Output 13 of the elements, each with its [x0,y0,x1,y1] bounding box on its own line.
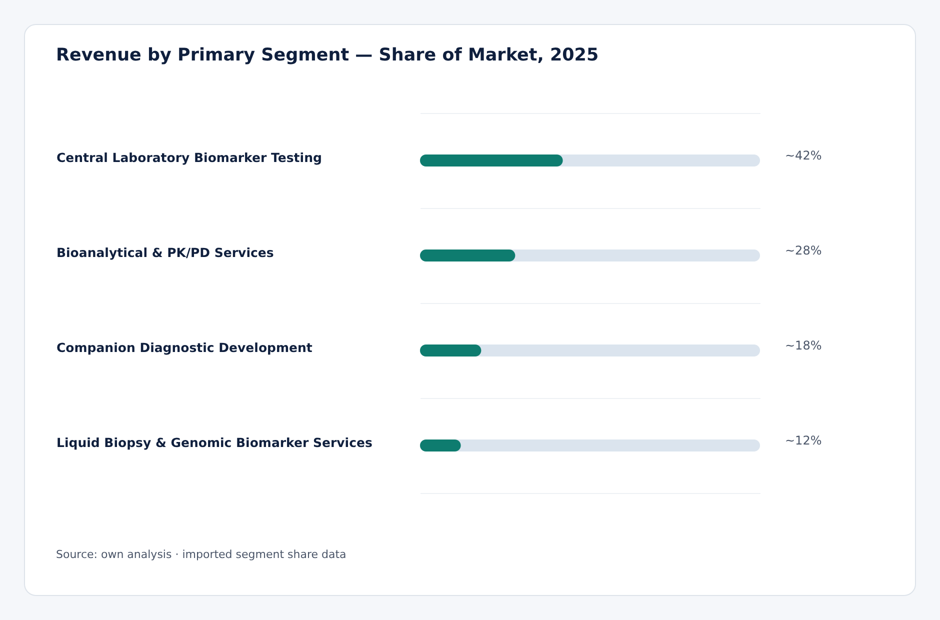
data-label: ~12% [785,434,822,448]
y-tick-label: Bioanalytical & PK/PD Services [56,245,274,260]
bar [420,250,516,262]
bar [420,440,461,452]
y-tick-label: Liquid Biopsy & Genomic Biomarker Services [56,435,372,450]
y-tick-label: Central Laboratory Biomarker Testing [56,150,322,165]
chart-title: Revenue by Primary Segment — Share of Market, 2025 [56,46,599,66]
data-label: ~18% [785,338,822,352]
y-tick-label: Companion Diagnostic Development [56,340,312,355]
data-label: ~28% [785,244,822,258]
source-note: Source: own analysis · imported segment share data [56,548,346,561]
data-label: ~42% [785,148,822,162]
bar [420,344,482,356]
